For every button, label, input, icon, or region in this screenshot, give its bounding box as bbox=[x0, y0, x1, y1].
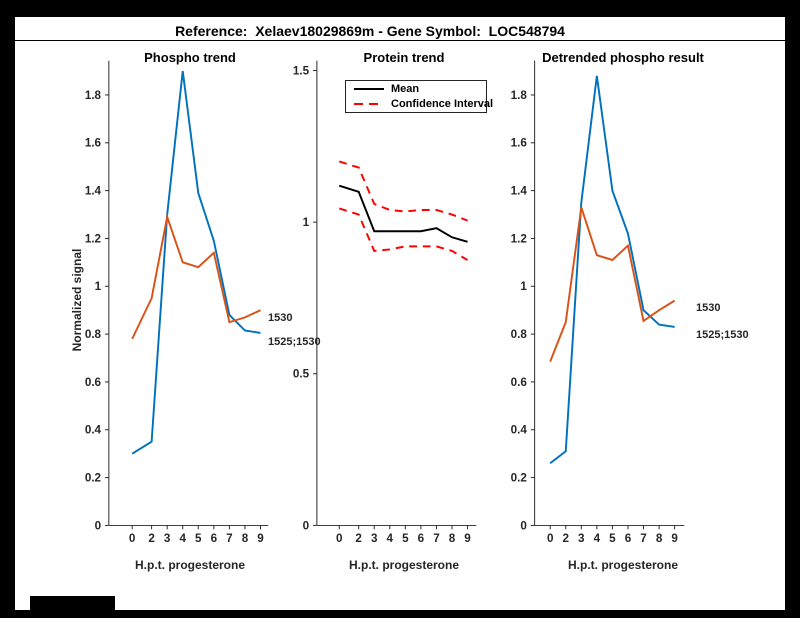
protein-trend-x-tick-label: 8 bbox=[449, 532, 456, 545]
detrended-phospho-result-x-tick-label: 0 bbox=[547, 532, 553, 545]
detrended-phospho-result-y-tick-label: 1.2 bbox=[511, 232, 528, 245]
protein-trend-y-tick-label: 1.5 bbox=[293, 64, 310, 77]
phospho-trend-x-tick-label: 8 bbox=[242, 532, 249, 545]
phospho-trend-x-tick-label: 7 bbox=[226, 532, 232, 545]
legend-row-mean: Mean bbox=[346, 82, 486, 96]
phospho-trend-y-tick-label: 1.2 bbox=[85, 232, 102, 245]
x-axis-label-right: H.p.t. progesterone bbox=[567, 558, 678, 572]
mean-line-sample bbox=[354, 88, 384, 90]
protein-trend-series-line-0 bbox=[338, 184, 468, 243]
phospho-trend-x-tick-label: 4 bbox=[179, 532, 186, 545]
subplots-svg: 0 2 3 4 5 6 7 8 900.20.40.60.811.21.41.61.80 2 3 4 5… bbox=[85, 60, 685, 545]
protein-trend-x-tick-label: 2 bbox=[355, 532, 362, 545]
detrended-phospho-result-x-tick-label: 7 bbox=[640, 532, 646, 545]
detrended-phospho-result-x-tick-label: 2 bbox=[563, 532, 570, 545]
x-axis-label-left: H.p.t. progesterone bbox=[134, 558, 245, 572]
protein-trend-y-tick-label: 1 bbox=[303, 216, 310, 229]
protein-trend-series-line-1 bbox=[338, 160, 468, 222]
detrended-phospho-result-series-line-0 bbox=[549, 75, 675, 465]
subplot-title-protein-trend: Protein trend bbox=[363, 50, 445, 65]
phospho-trend-y-tick-label: 1.4 bbox=[85, 185, 102, 198]
detrended-phospho-result-y-tick-label: 0.6 bbox=[511, 376, 528, 389]
legend-label-confidence-interval: Confidence Interval bbox=[391, 98, 494, 110]
confidence-interval-line-sample bbox=[354, 103, 384, 105]
detrended-phospho-result-x-tick-label: 8 bbox=[656, 532, 663, 545]
matlab-figure-canvas: Reference: Xelaev18029869m - Gene Symbol… bbox=[15, 17, 785, 610]
phospho-trend-series-line-0 bbox=[131, 70, 261, 455]
subplot-title-detrended-phospho: Detrended phospho result bbox=[542, 50, 704, 65]
protein-trend-x-tick-label: 3 bbox=[371, 532, 378, 545]
detrended-phospho-result-x-tick-label: 6 bbox=[625, 532, 632, 545]
legend-label-mean: Mean bbox=[391, 83, 420, 95]
phospho-trend-x-tick-label: 3 bbox=[164, 532, 171, 545]
protein-trend-x-tick-label: 9 bbox=[464, 532, 471, 545]
detrended-phospho-result-y-tick-label: 0.8 bbox=[511, 328, 528, 341]
legend-box: Mean Confidence Interval bbox=[345, 80, 493, 113]
series-end-label-right-1530: 1530 bbox=[696, 302, 721, 314]
protein-trend-x-tick-label: 6 bbox=[418, 532, 425, 545]
protein-trend-x-tick-label: 5 bbox=[402, 532, 409, 545]
phospho-trend-y-tick-label: 1.6 bbox=[85, 137, 102, 150]
phospho-trend-x-tick-label: 6 bbox=[211, 532, 218, 545]
series-end-label-right-1525-1530: 1525;1530 bbox=[696, 329, 749, 341]
phospho-trend-y-tick-label: 0.6 bbox=[85, 376, 102, 389]
title-separator-line bbox=[15, 40, 785, 41]
phospho-trend-x-tick-label: 0 bbox=[129, 532, 135, 545]
detrended-phospho-result-x-tick-label: 5 bbox=[609, 532, 616, 545]
phospho-trend-x-tick-label: 9 bbox=[257, 532, 264, 545]
x-axis-label-middle: H.p.t. progesterone bbox=[348, 558, 459, 572]
series-end-label-left-1525-1530: 1525;1530 bbox=[268, 336, 321, 348]
protein-trend-x-tick-label: 0 bbox=[336, 532, 342, 545]
phospho-trend-y-tick-label: 0.2 bbox=[85, 471, 102, 484]
detrended-phospho-result-y-tick-label: 0.4 bbox=[511, 424, 528, 437]
protein-trend-y-tick-label: 0 bbox=[303, 519, 309, 532]
phospho-trend-y-tick-label: 0.4 bbox=[85, 424, 102, 437]
detrended-phospho-result-y-tick-label: 0 bbox=[520, 519, 526, 532]
phospho-trend-y-tick-label: 1.8 bbox=[85, 89, 102, 102]
detrended-phospho-result-y-tick-label: 1 bbox=[520, 280, 527, 293]
phospho-trend-y-tick-label: 0 bbox=[95, 519, 101, 532]
detrended-phospho-result-y-tick-label: 0.2 bbox=[511, 471, 528, 484]
legend-row-confidence-interval: Confidence Interval bbox=[346, 97, 493, 111]
detrended-phospho-result-x-tick-label: 4 bbox=[594, 532, 601, 545]
protein-trend-x-tick-label: 7 bbox=[433, 532, 439, 545]
detrended-phospho-result-y-tick-label: 1.4 bbox=[511, 185, 528, 198]
figure-title-bar: Reference: Xelaev18029869m - Gene Symbol… bbox=[15, 17, 785, 41]
subplot-title-phospho-trend: Phospho trend bbox=[144, 50, 236, 65]
phospho-trend-y-tick-label: 1 bbox=[95, 280, 102, 293]
series-end-label-left-1530: 1530 bbox=[268, 312, 293, 324]
detrended-phospho-result-y-tick-label: 1.6 bbox=[511, 137, 528, 150]
phospho-trend-x-tick-label: 5 bbox=[195, 532, 202, 545]
detrended-phospho-result-y-tick-label: 1.8 bbox=[511, 89, 528, 102]
phospho-trend-x-tick-label: 2 bbox=[148, 532, 155, 545]
y-axis-label: Normalized signal bbox=[70, 248, 84, 352]
protein-trend-x-tick-label: 4 bbox=[387, 532, 394, 545]
phospho-trend-series-line-1 bbox=[131, 213, 261, 340]
protein-trend-series-line-2 bbox=[338, 207, 469, 261]
phospho-trend-y-tick-label: 0.8 bbox=[85, 328, 102, 341]
detrended-phospho-result-x-tick-label: 9 bbox=[671, 532, 678, 545]
detrended-phospho-result-x-tick-label: 3 bbox=[578, 532, 585, 545]
detrended-phospho-result-series-line-1 bbox=[549, 207, 676, 362]
screen-artifact-black-box bbox=[30, 596, 115, 618]
figure-title: Reference: Xelaev18029869m - Gene Symbol… bbox=[175, 23, 565, 39]
protein-trend-y-tick-label: 0.5 bbox=[293, 368, 310, 381]
